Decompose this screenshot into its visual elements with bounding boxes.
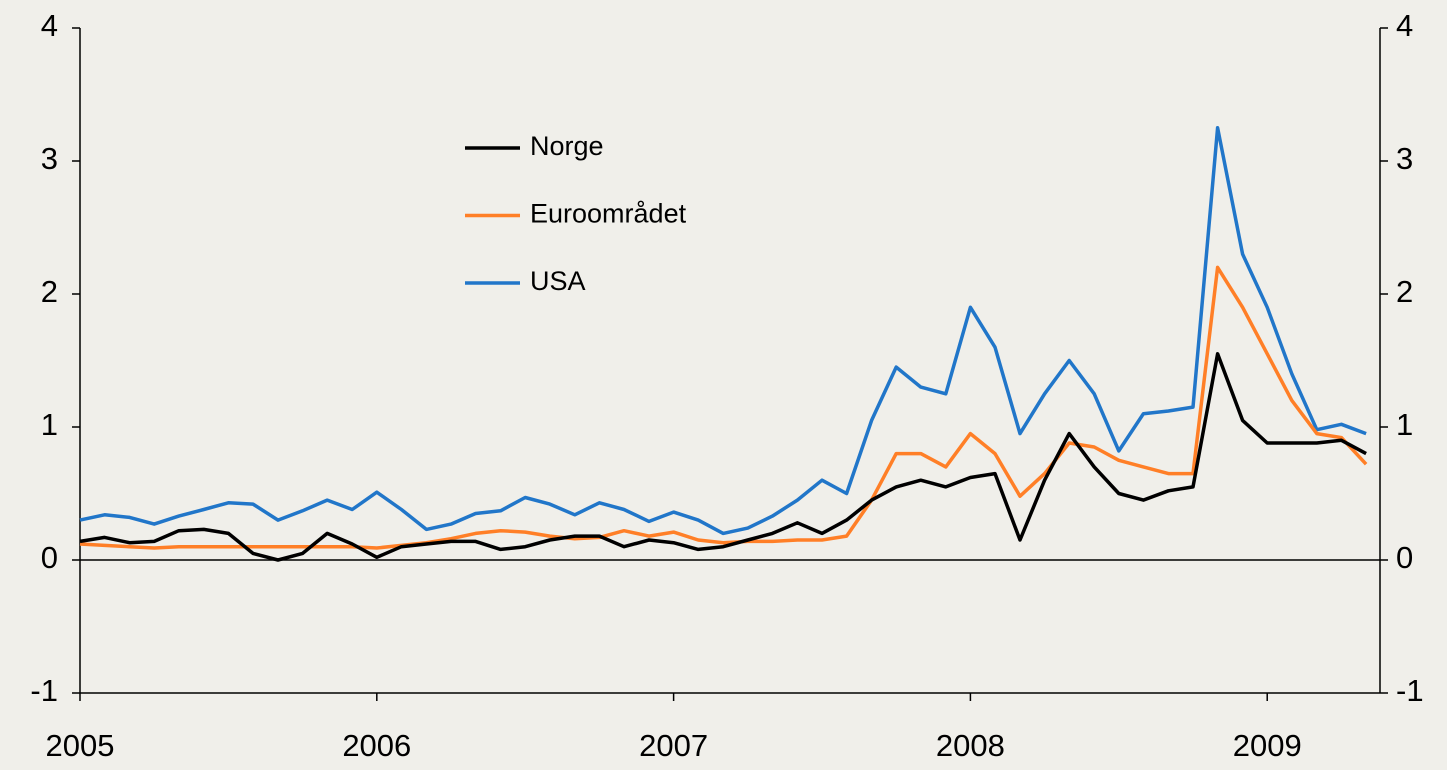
legend-label: Norge — [530, 131, 604, 161]
legend-label: USA — [530, 266, 586, 296]
x-tick-label: 2007 — [639, 728, 708, 763]
x-tick-label: 2005 — [46, 728, 115, 763]
y-tick-label: 2 — [41, 274, 58, 309]
line-series — [79, 352, 1367, 562]
x-tick-label: 2008 — [936, 728, 1005, 763]
line-series — [79, 126, 1367, 536]
x-tick-label: 2009 — [1233, 728, 1302, 763]
y2-tick-label: 3 — [1396, 141, 1413, 176]
y2-tick-label: 2 — [1396, 274, 1413, 309]
legend-label: Euroområdet — [530, 199, 687, 229]
y2-tick-label: -1 — [1396, 673, 1424, 708]
y2-tick-label: 1 — [1396, 407, 1413, 442]
y2-tick-label: 4 — [1396, 8, 1413, 43]
y2-tick-label: 0 — [1396, 540, 1413, 575]
x-tick-label: 2006 — [342, 728, 411, 763]
y-tick-label: 3 — [41, 141, 58, 176]
y-tick-label: -1 — [30, 673, 58, 708]
y-tick-label: 4 — [41, 8, 58, 43]
line-series — [79, 265, 1368, 550]
y-tick-label: 1 — [41, 407, 58, 442]
y-tick-label: 0 — [41, 540, 58, 575]
